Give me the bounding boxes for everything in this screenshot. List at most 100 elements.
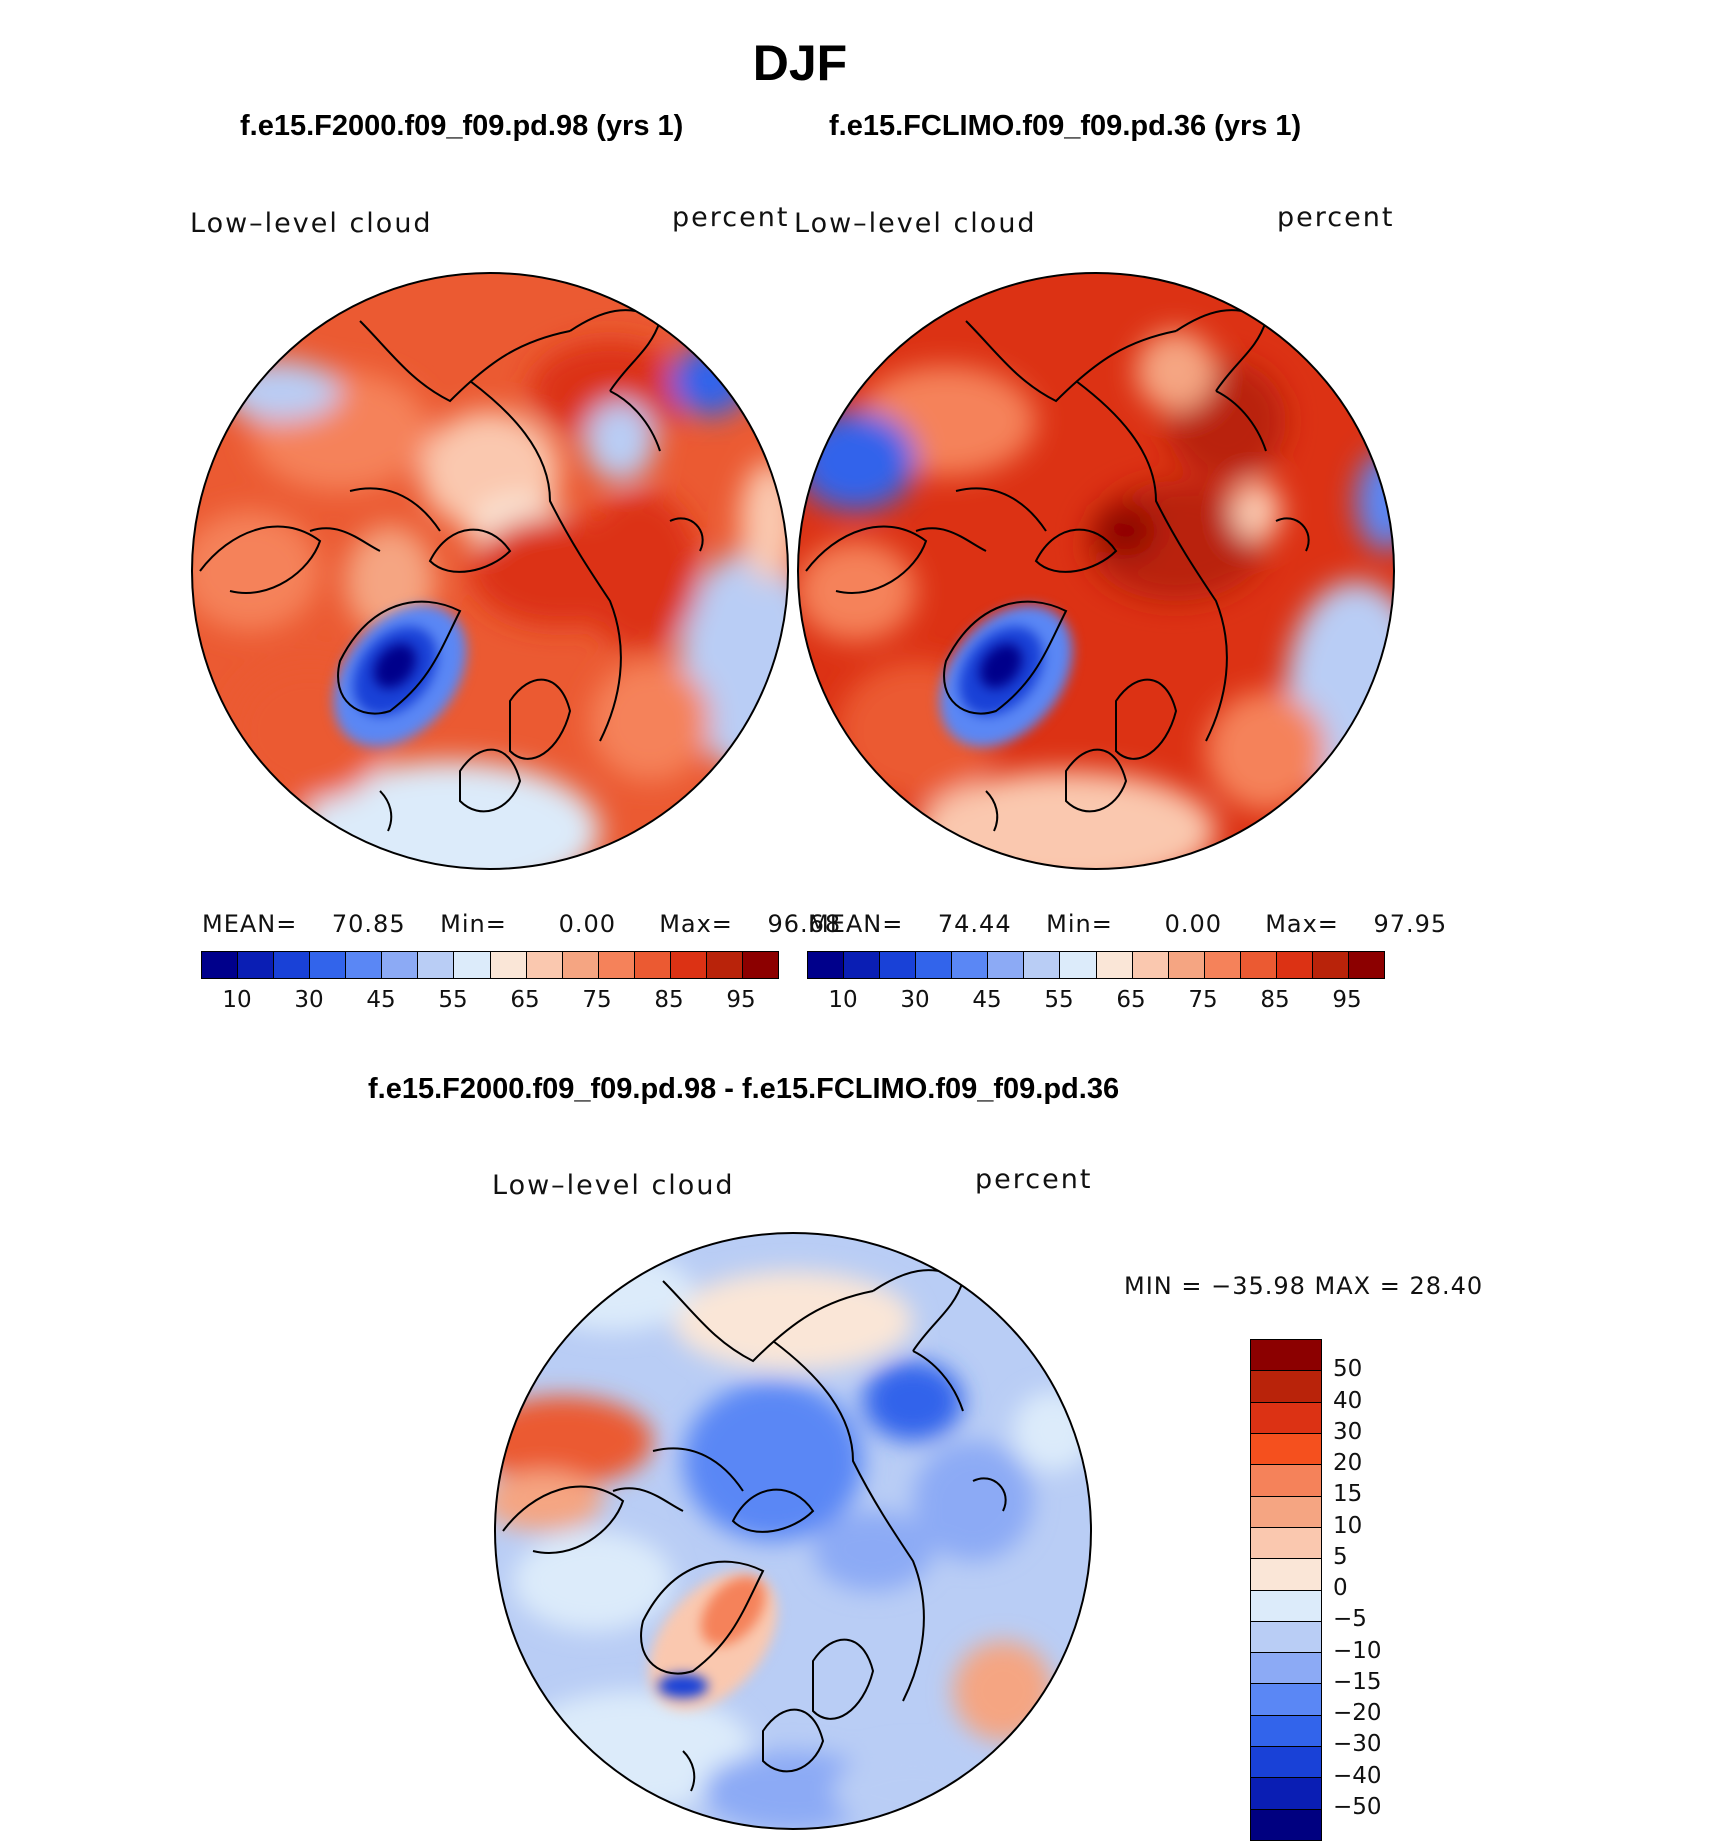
colorbar-tick-label: −40 bbox=[1333, 1762, 1382, 1789]
colorbar-swatch bbox=[526, 952, 563, 978]
colorbar-swatch bbox=[1251, 1371, 1321, 1403]
colorbar-swatch bbox=[1348, 952, 1384, 978]
colorbar-swatch bbox=[1132, 952, 1169, 978]
colorbar-swatch bbox=[1240, 952, 1277, 978]
colorbar-tick-label: 75 bbox=[1188, 987, 1218, 1013]
colorbar-tick-label: 10 bbox=[1333, 1512, 1363, 1539]
panel2-min-label: Min= bbox=[1046, 910, 1113, 938]
panel1-max-value: 96.68 bbox=[767, 910, 842, 938]
colorbar-swatch bbox=[808, 952, 845, 978]
colorbar-swatch bbox=[1096, 952, 1133, 978]
colorbar-tick-label: 50 bbox=[1333, 1356, 1363, 1383]
colorbar-swatch bbox=[238, 952, 275, 978]
colorbar-tick-label: 45 bbox=[366, 987, 396, 1013]
colorbar-swatch bbox=[1251, 1340, 1321, 1372]
colorbar-tick-label: 10 bbox=[828, 987, 858, 1013]
panel2-max-label: Max= bbox=[1265, 910, 1339, 938]
main-title: DJF bbox=[752, 35, 848, 91]
colorbar-tick-label: 65 bbox=[510, 987, 540, 1013]
panel1-mean-value: 70.85 bbox=[331, 910, 406, 938]
colorbar-swatch bbox=[1060, 952, 1097, 978]
diff-colorbar bbox=[1250, 1339, 1322, 1841]
colorbar-swatch bbox=[988, 952, 1025, 978]
colorbar-swatch bbox=[418, 952, 455, 978]
colorbar-tick-label: −50 bbox=[1333, 1793, 1382, 1820]
colorbar-swatch bbox=[844, 952, 881, 978]
colorbar-swatch bbox=[1251, 1747, 1321, 1779]
colorbar-swatch bbox=[1168, 952, 1205, 978]
colorbar-swatch bbox=[1251, 1559, 1321, 1591]
panel1-units-label: percent bbox=[672, 202, 790, 233]
panel2-mean-label: MEAN= bbox=[808, 910, 904, 938]
colorbar-swatch bbox=[1251, 1465, 1321, 1497]
panel2-polar-map bbox=[797, 272, 1395, 870]
colorbar-swatch bbox=[1251, 1653, 1321, 1685]
panel1-variable-label: Low–level cloud bbox=[190, 208, 433, 239]
panel2-min-value: 0.00 bbox=[1164, 910, 1223, 938]
colorbar-swatch bbox=[598, 952, 635, 978]
diff-title: f.e15.F2000.f09_f09.pd.98 - f.e15.FCLIMO… bbox=[368, 1073, 1120, 1105]
colorbar-tick-label: 95 bbox=[726, 987, 756, 1013]
colorbar-tick-label: −20 bbox=[1333, 1700, 1382, 1726]
colorbar-swatch bbox=[490, 952, 527, 978]
colorbar-swatch bbox=[916, 952, 953, 978]
panel2-mean-value: 74.44 bbox=[937, 910, 1012, 938]
colorbar-tick-label: 10 bbox=[222, 987, 252, 1013]
colorbar-tick-label: 75 bbox=[582, 987, 612, 1013]
panel1-stats: MEAN= 70.85 Min= 0.00 Max= 96.68 bbox=[202, 910, 841, 938]
panel2-stats: MEAN= 74.44 Min= 0.00 Max= 97.95 bbox=[808, 910, 1447, 938]
colorbar-swatch bbox=[742, 952, 778, 978]
colorbar-swatch bbox=[1251, 1590, 1321, 1622]
panel1-run-title: f.e15.F2000.f09_f09.pd.98 (yrs 1) bbox=[240, 110, 684, 142]
panel1-max-label: Max= bbox=[659, 910, 733, 938]
diff-min-max: MIN = −35.98 MAX = 28.40 bbox=[1124, 1272, 1484, 1300]
colorbar-swatch bbox=[1251, 1684, 1321, 1716]
colorbar-swatch bbox=[274, 952, 311, 978]
colorbar-swatch bbox=[952, 952, 989, 978]
colorbar-swatch bbox=[1024, 952, 1061, 978]
colorbar-swatch bbox=[1251, 1809, 1321, 1840]
colorbar-tick-label: 55 bbox=[1044, 987, 1074, 1013]
colorbar-swatch bbox=[1251, 1527, 1321, 1560]
panel1-min-label: Min= bbox=[440, 910, 507, 938]
colorbar-tick-label: 30 bbox=[900, 987, 930, 1013]
colorbar-tick-label: 85 bbox=[1260, 987, 1290, 1013]
colorbar-swatch bbox=[1251, 1402, 1321, 1434]
diff-variable-label: Low–level cloud bbox=[492, 1170, 735, 1201]
colorbar-swatch bbox=[202, 952, 239, 978]
diff-units-label: percent bbox=[975, 1164, 1093, 1195]
colorbar-swatch bbox=[1251, 1433, 1321, 1466]
panel1-polar-map bbox=[191, 272, 789, 870]
colorbar-tick-label: 65 bbox=[1116, 987, 1146, 1013]
colorbar-swatch bbox=[1276, 952, 1313, 978]
colorbar-tick-label: −15 bbox=[1333, 1668, 1382, 1695]
colorbar-tick-label: −5 bbox=[1333, 1606, 1367, 1633]
colorbar-tick-label: 55 bbox=[438, 987, 468, 1013]
colorbar-swatch bbox=[1251, 1715, 1321, 1748]
colorbar-swatch bbox=[1251, 1778, 1321, 1810]
panel2-run-title: f.e15.FCLIMO.f09_f09.pd.36 (yrs 1) bbox=[829, 110, 1302, 142]
panel2-units-label: percent bbox=[1277, 202, 1395, 233]
colorbar-tick-label: 85 bbox=[654, 987, 684, 1013]
colorbar-swatch bbox=[1204, 952, 1241, 978]
panel2-colorbar bbox=[807, 951, 1385, 979]
colorbar-swatch bbox=[346, 952, 383, 978]
colorbar-swatch bbox=[880, 952, 917, 978]
diff-polar-map bbox=[494, 1232, 1092, 1830]
panel1-colorbar bbox=[201, 951, 779, 979]
colorbar-swatch bbox=[310, 952, 347, 978]
colorbar-tick-label: 5 bbox=[1333, 1543, 1348, 1570]
colorbar-swatch bbox=[1251, 1496, 1321, 1528]
colorbar-tick-label: 95 bbox=[1332, 987, 1362, 1013]
colorbar-swatch bbox=[1251, 1621, 1321, 1654]
colorbar-tick-label: 40 bbox=[1333, 1387, 1363, 1414]
colorbar-tick-label: 15 bbox=[1333, 1481, 1363, 1508]
panel2-variable-label: Low–level cloud bbox=[794, 208, 1037, 239]
colorbar-tick-label: −30 bbox=[1333, 1731, 1382, 1758]
colorbar-tick-label: 45 bbox=[972, 987, 1002, 1013]
colorbar-swatch bbox=[634, 952, 671, 978]
panel1-mean-label: MEAN= bbox=[202, 910, 298, 938]
colorbar-swatch bbox=[382, 952, 419, 978]
colorbar-swatch bbox=[1312, 952, 1349, 978]
colorbar-swatch bbox=[706, 952, 743, 978]
